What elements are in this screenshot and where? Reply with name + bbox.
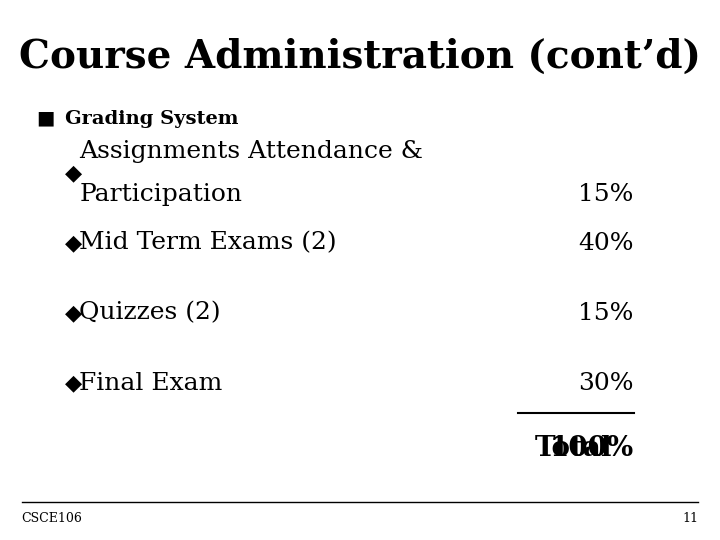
Text: ◆: ◆ (65, 232, 82, 254)
Text: Grading System: Grading System (65, 110, 238, 128)
Text: Quizzes (2): Quizzes (2) (79, 302, 221, 325)
Text: Mid Term Exams (2): Mid Term Exams (2) (79, 232, 337, 254)
Text: Participation: Participation (79, 183, 242, 206)
Text: ■: ■ (36, 110, 55, 128)
Text: Total: Total (534, 435, 612, 462)
Text: 30%: 30% (578, 372, 634, 395)
Text: 15%: 15% (578, 302, 634, 325)
Text: 15%: 15% (578, 183, 634, 206)
Text: CSCE106: CSCE106 (22, 512, 83, 525)
Text: ◆: ◆ (65, 373, 82, 394)
Text: ◆: ◆ (65, 302, 82, 324)
Text: ◆: ◆ (65, 162, 82, 184)
Text: 40%: 40% (578, 232, 634, 254)
Text: 100%: 100% (549, 435, 634, 462)
Text: Final Exam: Final Exam (79, 372, 222, 395)
Text: Course Administration (cont’d): Course Administration (cont’d) (19, 38, 701, 76)
Text: 11: 11 (683, 512, 698, 525)
Text: Assignments Attendance &: Assignments Attendance & (79, 140, 423, 163)
